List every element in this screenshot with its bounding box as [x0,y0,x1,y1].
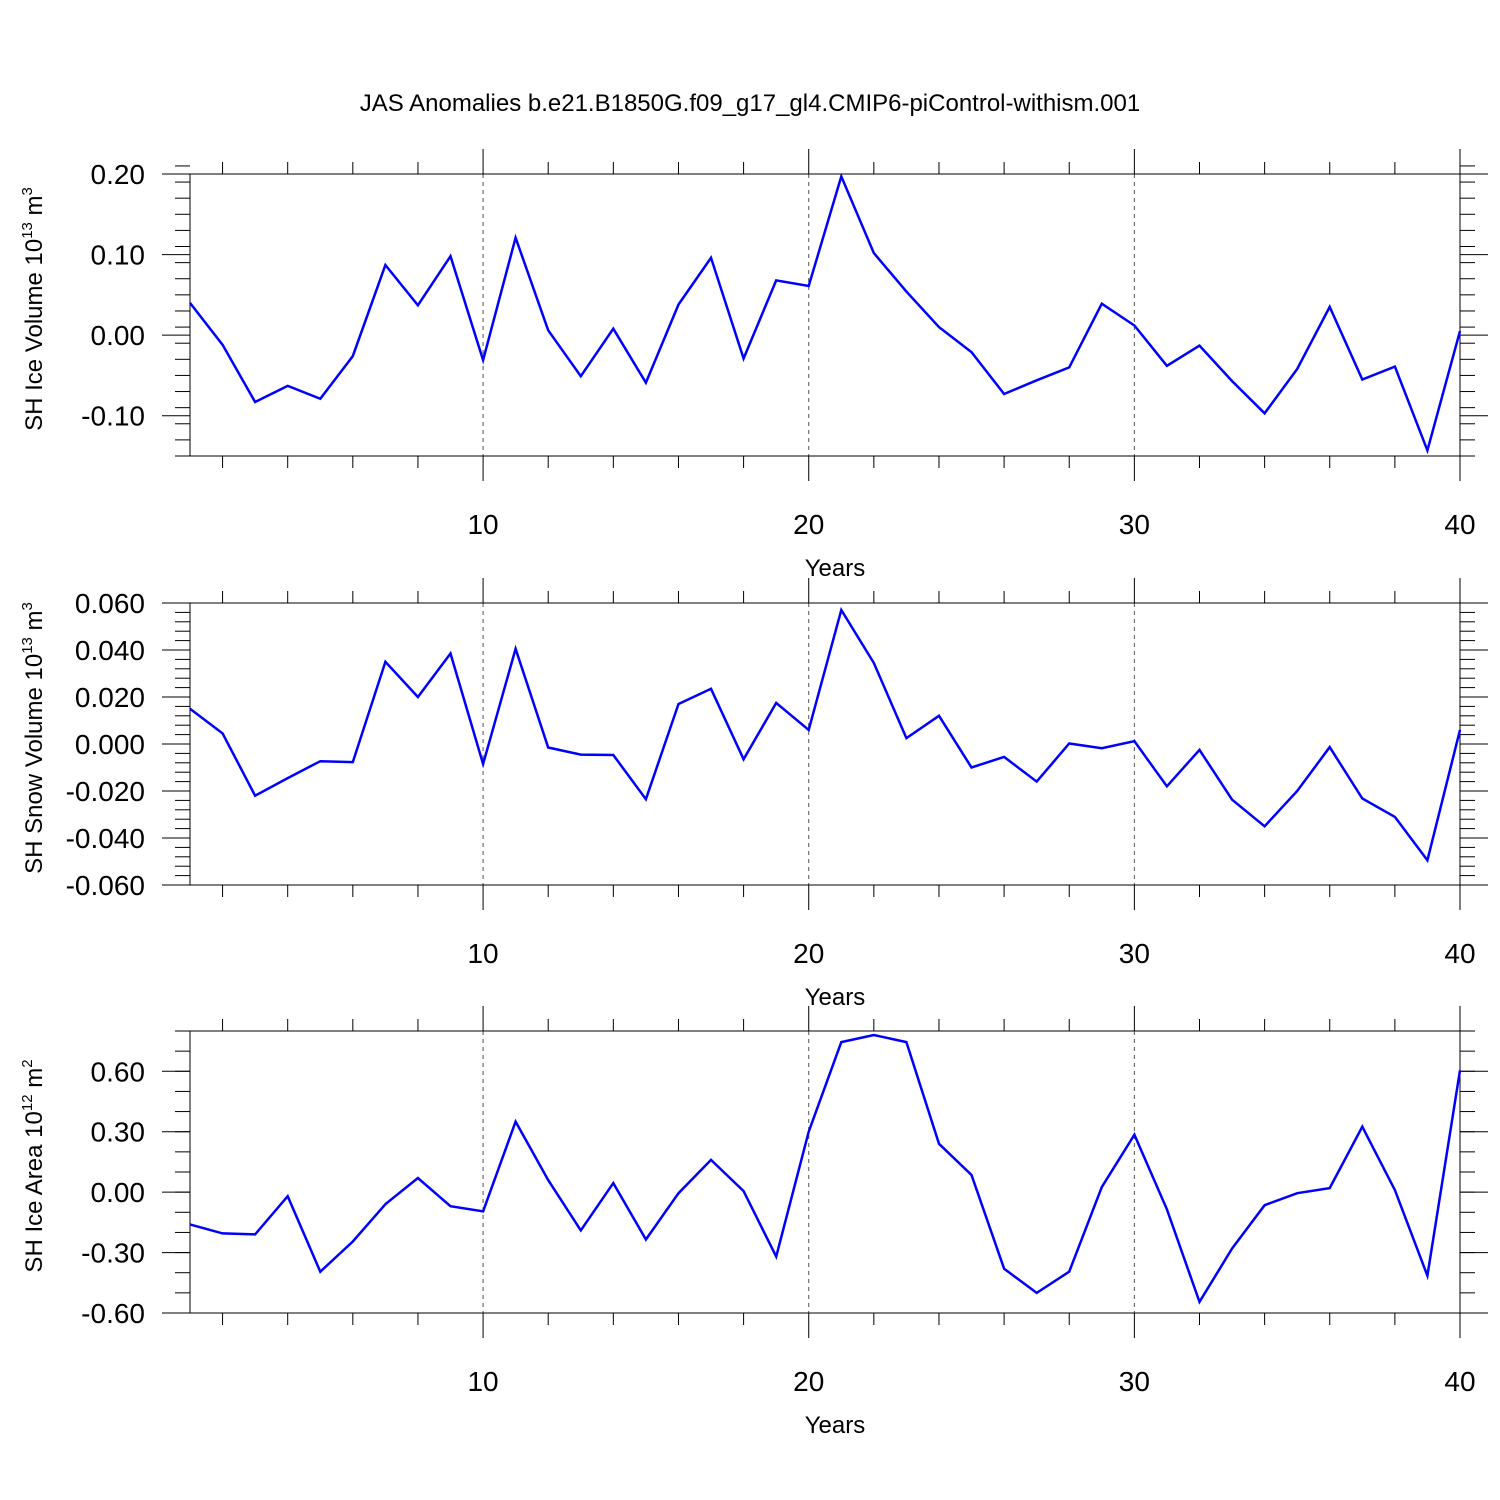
y-tick-label: -0.060 [66,870,145,901]
series-line [189,172,1462,455]
x-tick-label: 30 [1119,509,1150,540]
x-tick-label: 20 [793,1366,824,1397]
y-tick-label: 0.040 [75,635,145,666]
x-axis-label: Years [805,1412,866,1439]
plot-frame [189,602,1461,886]
x-tick-label: 40 [1444,509,1475,540]
y-axis-label: SH Snow Volume 1013 m3 [19,602,48,874]
series-line [189,606,1462,864]
x-tick-label: 10 [467,938,498,969]
y-tick-label: 0.20 [91,159,146,190]
y-tick-label: 0.000 [75,729,145,760]
y-tick-label: 0.10 [91,240,146,271]
x-axis-label: Years [805,555,866,582]
y-tick-label: 0.60 [91,1056,146,1087]
chart-panel-1: 10 20 30 40 Years -0.10 0.00 0.10 0.20 SH Ice Vol… [19,149,1488,582]
panels: 10 20 30 40 Years -0.10 0.00 0.10 0.20 SH Ice Vol… [19,149,1488,1439]
figure-title: JAS Anomalies b.e21.B1850G.f09_g17_gl4.C… [360,90,1140,117]
chart-panel-2: 10 20 30 40 Years -0.060 -0.040 -0.020 0.000 0.02… [19,578,1488,1011]
y-axis-label: SH Ice Volume 1013 m3 [19,187,48,431]
y-tick-label: 0.060 [75,588,145,619]
y-axis-label: SH Ice Area 1012 m2 [19,1059,48,1272]
y-tick-label: -0.60 [81,1298,145,1329]
x-tick-label: 20 [793,938,824,969]
x-axis-label: Years [805,984,866,1011]
y-tick-label: -0.020 [66,776,145,807]
plot-frame [189,173,1461,457]
x-tick-label: 10 [467,1366,498,1397]
y-tick-label: 0.30 [91,1117,146,1148]
y-tick-label: -0.30 [81,1238,145,1269]
x-tick-label: 40 [1444,1366,1475,1397]
series-line [189,1033,1462,1305]
x-tick-label: 30 [1119,938,1150,969]
y-tick-label: -0.040 [66,823,145,854]
y-tick-label: 0.020 [75,682,145,713]
x-tick-label: 10 [467,509,498,540]
x-tick-label: 20 [793,509,824,540]
plot-frame [189,1030,1461,1314]
y-tick-label: 0.00 [91,320,146,351]
y-tick-label: -0.10 [81,401,145,432]
x-tick-label: 40 [1444,938,1475,969]
x-tick-label: 30 [1119,1366,1150,1397]
chart-panel-3: 10 20 30 40 Years -0.60 -0.30 0.00 0.30 0.60 SH Ic… [19,1006,1488,1439]
y-tick-label: 0.00 [91,1177,146,1208]
